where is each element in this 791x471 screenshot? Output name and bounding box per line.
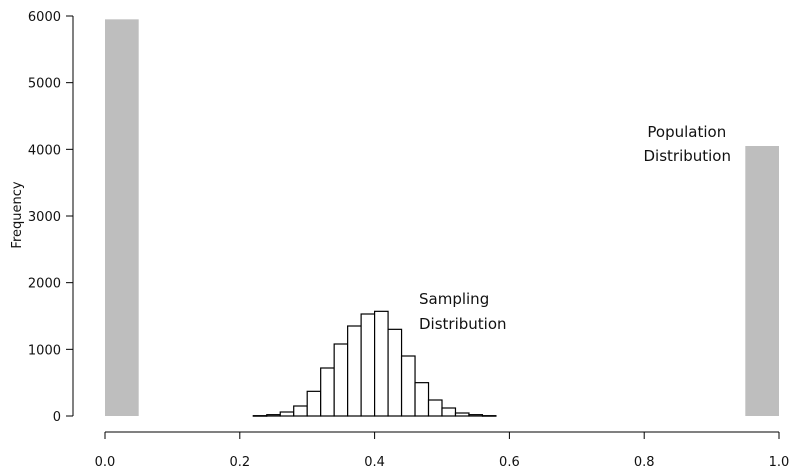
sampling-bar-17 <box>481 415 497 417</box>
population-annotation-line-2: Distribution <box>643 147 731 165</box>
sampling-bar-13 <box>427 399 443 417</box>
x-tick-label-2: 0.4 <box>364 455 385 470</box>
sampling-bar-1 <box>266 414 281 417</box>
x-tick-label-0: 0.0 <box>95 455 116 470</box>
sampling-bar-8 <box>360 313 376 417</box>
x-tick-label-1: 0.2 <box>229 455 250 470</box>
sampling-annotation-line-1: Sampling <box>419 290 489 308</box>
y-tick-label-1: 1000 <box>28 343 61 358</box>
sampling-bars <box>252 310 497 417</box>
sampling-bar-11 <box>400 355 416 417</box>
sampling-bar-2 <box>279 411 295 417</box>
y-tick-label-3: 3000 <box>28 210 61 225</box>
sampling-bar-15 <box>454 412 470 417</box>
sampling-bar-3 <box>293 405 308 417</box>
population-bar-0 <box>105 19 139 416</box>
population-annotation: Population Distribution <box>643 123 731 165</box>
y-tick-label-5: 5000 <box>28 77 61 92</box>
x-tick-label-4: 0.8 <box>634 455 655 470</box>
y-tick-label-6: 6000 <box>28 10 61 25</box>
y-axis-label: Frequency <box>10 181 25 248</box>
sampling-bar-10 <box>387 328 403 417</box>
sampling-bar-0 <box>252 415 268 417</box>
x-tick-label-3: 0.6 <box>499 455 520 470</box>
population-bar-1 <box>745 146 779 416</box>
sampling-bar-14 <box>441 407 457 417</box>
x-tick-label-5: 1.0 <box>769 455 790 470</box>
sampling-bar-6 <box>333 343 349 417</box>
y-tick-label-2: 2000 <box>28 277 61 292</box>
sampling-bar-12 <box>414 382 430 417</box>
sampling-bar-16 <box>468 414 484 417</box>
sampling-bar-5 <box>320 367 335 417</box>
x-axis: 0.0 0.2 0.4 0.6 0.8 1.0 <box>95 431 790 470</box>
y-tick-label-4: 4000 <box>28 143 61 158</box>
y-axis: 0 1000 2000 3000 4000 5000 6000 <box>28 10 74 425</box>
y-tick-label-0: 0 <box>53 410 61 425</box>
sampling-annotation-line-2: Distribution <box>419 315 507 333</box>
sampling-bar-4 <box>306 390 322 417</box>
sampling-bar-9 <box>374 310 389 417</box>
sampling-bar-7 <box>347 325 362 417</box>
population-bars <box>105 19 779 416</box>
population-annotation-line-1: Population <box>647 123 726 141</box>
sampling-annotation: Sampling Distribution <box>419 290 507 333</box>
